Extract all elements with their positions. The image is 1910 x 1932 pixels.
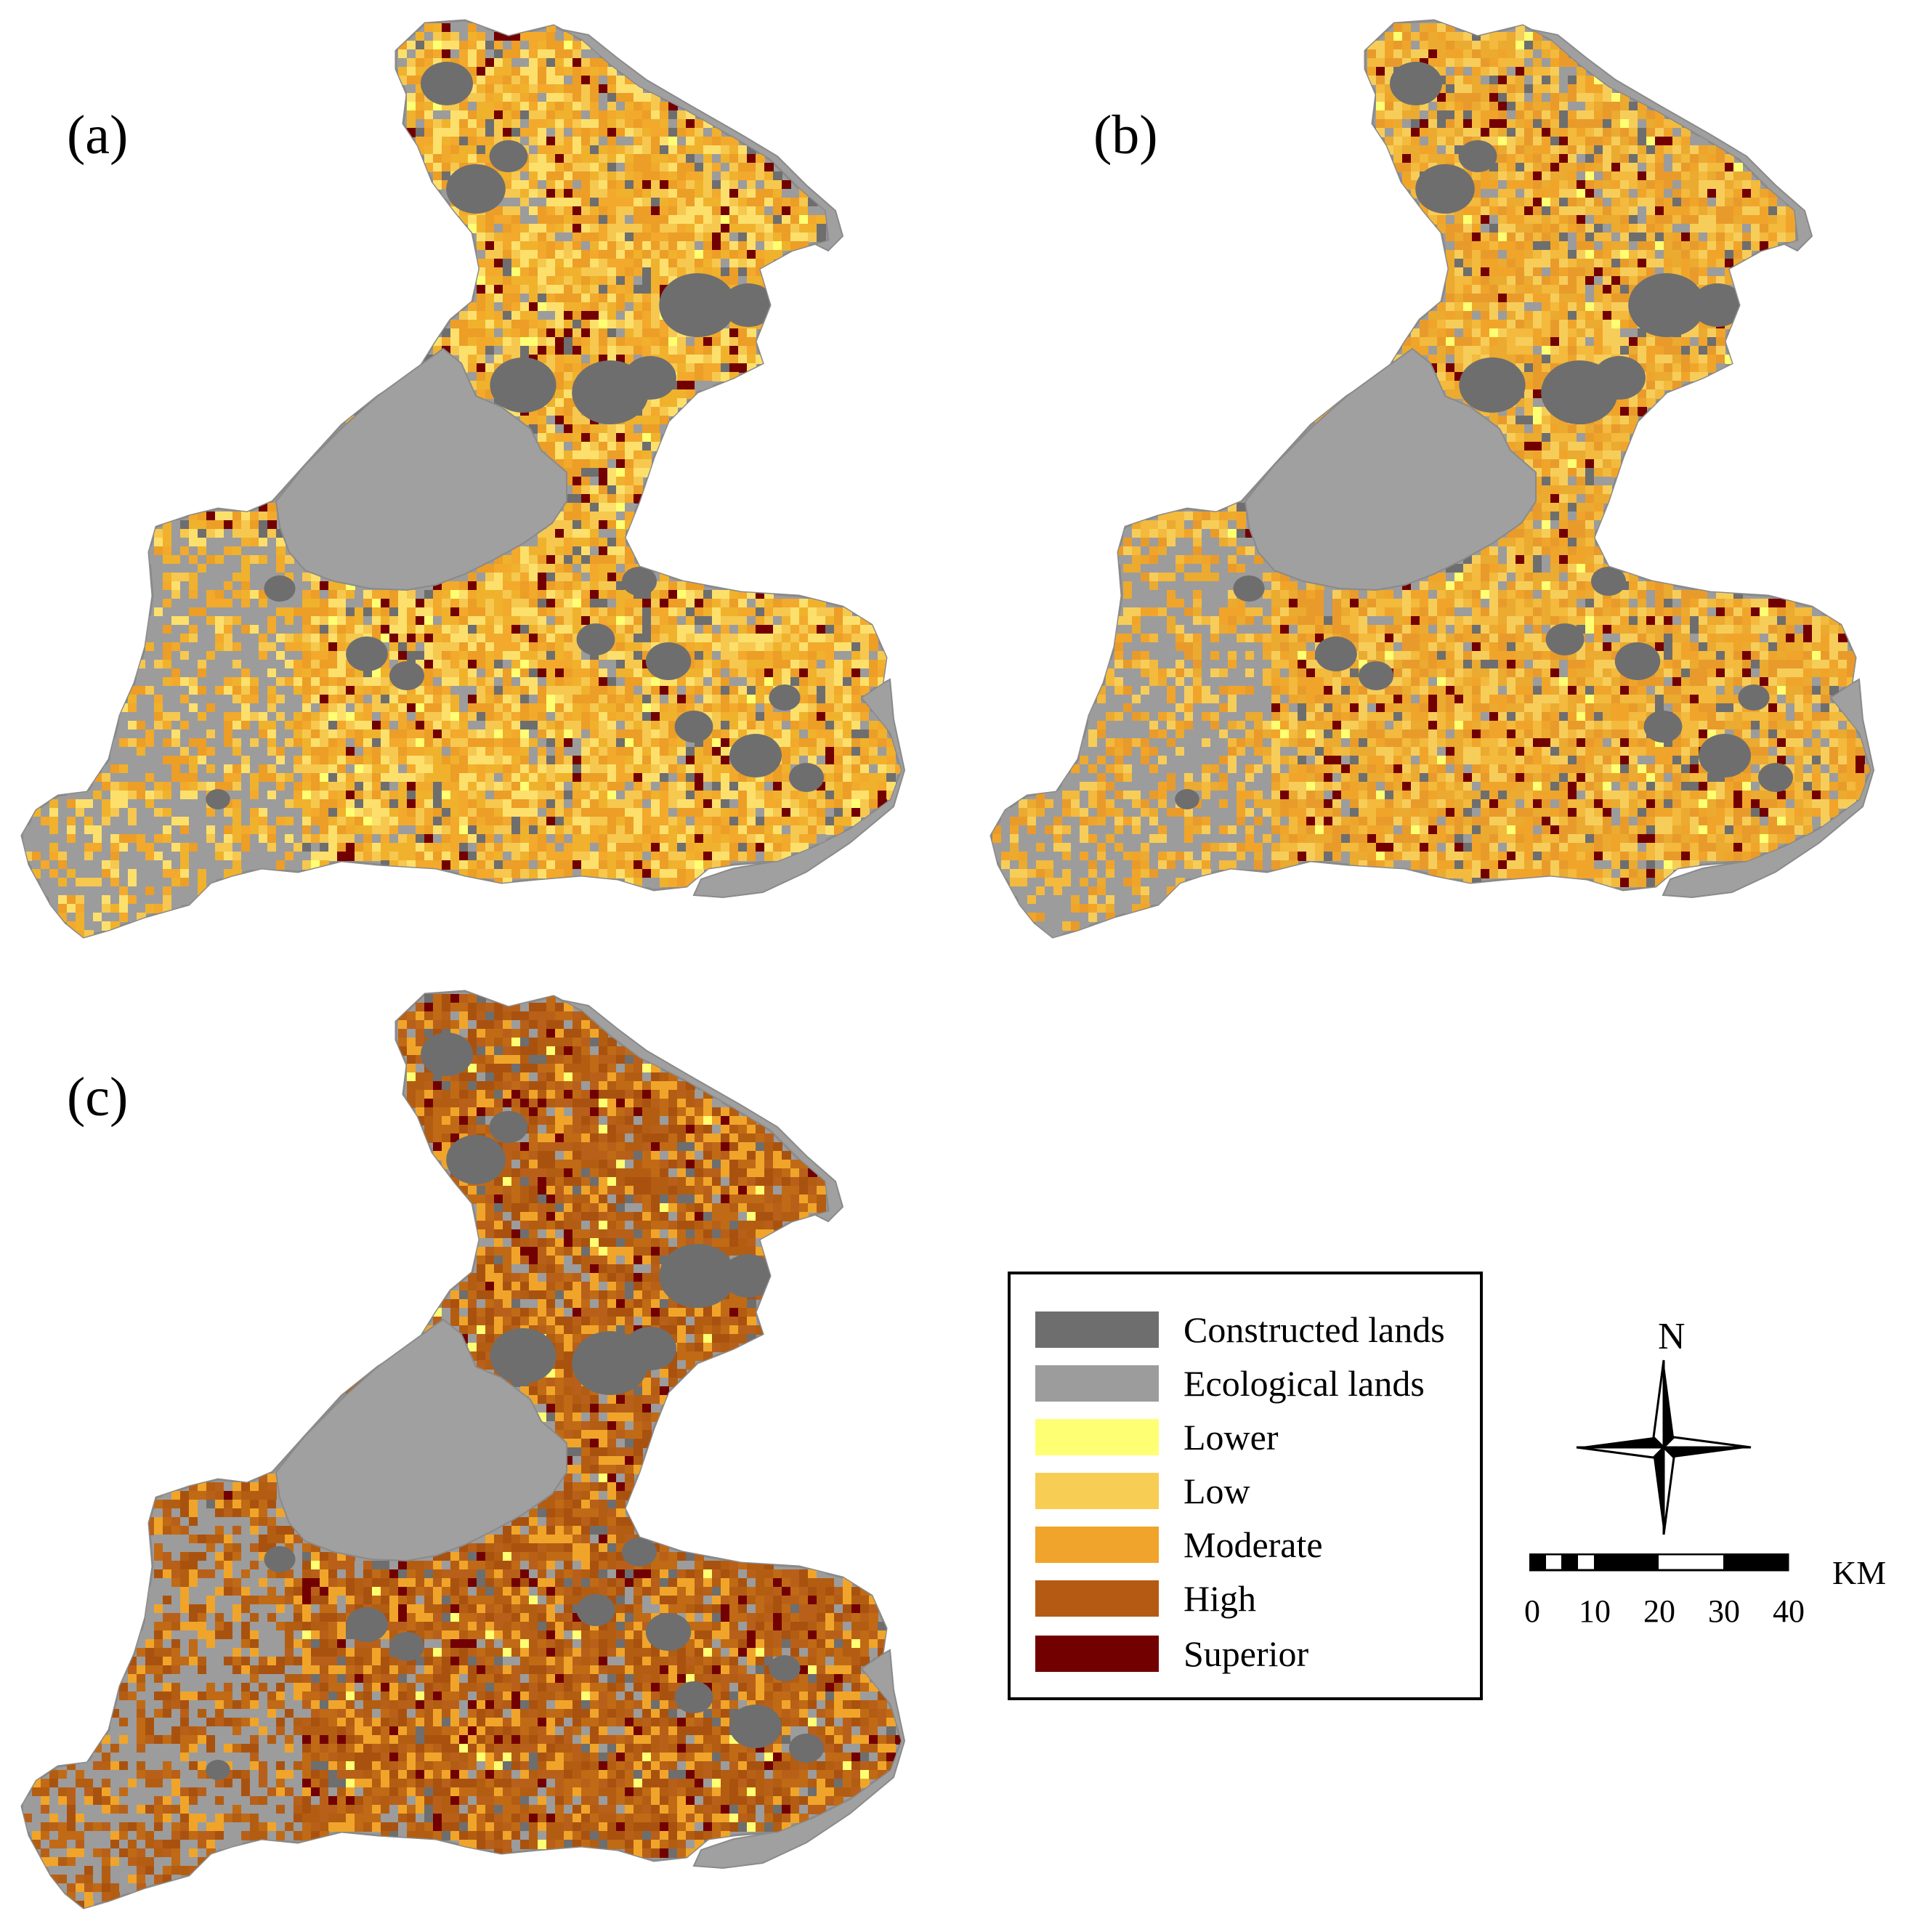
legend-label-high: High xyxy=(1183,1578,1256,1619)
urban-area xyxy=(1643,711,1683,743)
urban-area xyxy=(1315,636,1357,671)
legend-label-low: Low xyxy=(1183,1471,1250,1511)
urban-area xyxy=(389,661,424,690)
urban-area xyxy=(659,273,736,337)
map-panel-c xyxy=(20,990,906,1909)
urban-area xyxy=(769,1655,801,1681)
urban-area xyxy=(722,1254,774,1298)
legend-swatch-ecological-lands xyxy=(1035,1365,1159,1402)
scale-tick-40: 40 xyxy=(1773,1593,1805,1629)
urban-area xyxy=(346,1607,388,1642)
scale-tick-30: 30 xyxy=(1708,1593,1740,1629)
urban-area xyxy=(206,789,230,809)
legend-label-superior: Superior xyxy=(1183,1633,1309,1674)
legend-swatch-moderate xyxy=(1035,1527,1159,1563)
urban-area xyxy=(674,711,713,743)
legend-swatch-low xyxy=(1035,1473,1159,1509)
urban-area xyxy=(1545,623,1585,655)
urban-area xyxy=(1614,642,1661,680)
urban-area xyxy=(1593,356,1646,400)
urban-area xyxy=(1458,140,1497,172)
legend-label-constructed-lands: Constructed lands xyxy=(1183,1309,1445,1350)
urban-area xyxy=(645,1613,692,1651)
urban-area xyxy=(659,1244,736,1308)
lake xyxy=(1244,347,1537,591)
urban-area xyxy=(1233,575,1265,602)
urban-area xyxy=(624,1327,676,1370)
legend-label-lower: Lower xyxy=(1183,1417,1279,1458)
lake xyxy=(275,1318,567,1562)
legend-swatch-superior xyxy=(1035,1636,1159,1672)
panel-label-b: (b) xyxy=(1093,105,1158,166)
legend-item-high: High xyxy=(1035,1580,1256,1617)
legend-swatch-high xyxy=(1035,1580,1159,1617)
scale-tick-20: 20 xyxy=(1643,1593,1675,1629)
urban-area xyxy=(1628,273,1705,337)
panel-label-a: (a) xyxy=(67,105,129,166)
urban-area xyxy=(1738,684,1770,711)
urban-area xyxy=(729,1705,782,1748)
legend-item-moderate: Moderate xyxy=(1035,1526,1323,1564)
north-label: N xyxy=(1658,1316,1686,1357)
urban-area xyxy=(645,642,692,680)
urban-area xyxy=(446,1135,506,1184)
legend-swatch-lower xyxy=(1035,1419,1159,1455)
urban-area xyxy=(1591,567,1626,596)
scale-tick-10: 10 xyxy=(1579,1593,1611,1629)
legend-item-constructed-lands: Constructed lands xyxy=(1035,1311,1445,1349)
urban-area xyxy=(1691,283,1744,327)
urban-area xyxy=(421,1032,473,1076)
urban-area xyxy=(1699,734,1751,777)
urban-area xyxy=(789,763,824,792)
land-mosaic xyxy=(23,23,901,937)
urban-area xyxy=(1175,789,1199,809)
scale-bar xyxy=(1529,1553,1789,1572)
urban-area xyxy=(264,1546,296,1572)
urban-area xyxy=(389,1632,424,1661)
urban-area xyxy=(446,164,506,214)
urban-area xyxy=(489,1111,528,1143)
urban-area xyxy=(421,62,473,105)
urban-area xyxy=(622,567,657,596)
urban-area xyxy=(1359,661,1393,690)
urban-area xyxy=(346,636,388,671)
urban-area xyxy=(674,1681,713,1713)
urban-area xyxy=(622,1537,657,1567)
compass-rose-icon xyxy=(1576,1359,1752,1535)
urban-area xyxy=(624,356,676,400)
urban-area xyxy=(722,283,774,327)
urban-area xyxy=(1459,357,1526,413)
legend-label-moderate: Moderate xyxy=(1183,1524,1323,1565)
urban-area xyxy=(769,684,801,711)
legend-item-lower: Lower xyxy=(1035,1418,1279,1456)
legend-item-superior: Superior xyxy=(1035,1635,1308,1673)
legend-item-ecological-lands: Ecological lands xyxy=(1035,1365,1425,1402)
urban-area xyxy=(729,734,782,777)
legend-swatch-constructed-lands xyxy=(1035,1311,1159,1348)
urban-area xyxy=(1390,62,1442,105)
legend: Constructed lands Ecological lands Lower… xyxy=(1008,1272,1483,1700)
urban-area xyxy=(489,140,528,172)
lake xyxy=(275,347,567,591)
urban-area xyxy=(1758,763,1793,792)
urban-area xyxy=(1415,164,1475,214)
urban-area xyxy=(576,623,615,655)
urban-area xyxy=(789,1734,824,1763)
panel-label-c: (c) xyxy=(67,1067,129,1128)
urban-area xyxy=(264,575,296,602)
urban-area xyxy=(490,1328,557,1383)
map-panel-a xyxy=(20,19,906,939)
urban-area xyxy=(490,357,557,413)
map-panel-b xyxy=(990,19,1875,939)
scale-unit-label: KM xyxy=(1832,1554,1887,1591)
legend-label-ecological-lands: Ecological lands xyxy=(1183,1363,1425,1404)
urban-area xyxy=(206,1760,230,1780)
scale-tick-0: 0 xyxy=(1524,1593,1540,1629)
urban-area xyxy=(576,1594,615,1626)
land-mosaic xyxy=(23,994,901,1908)
legend-item-low: Low xyxy=(1035,1472,1250,1510)
